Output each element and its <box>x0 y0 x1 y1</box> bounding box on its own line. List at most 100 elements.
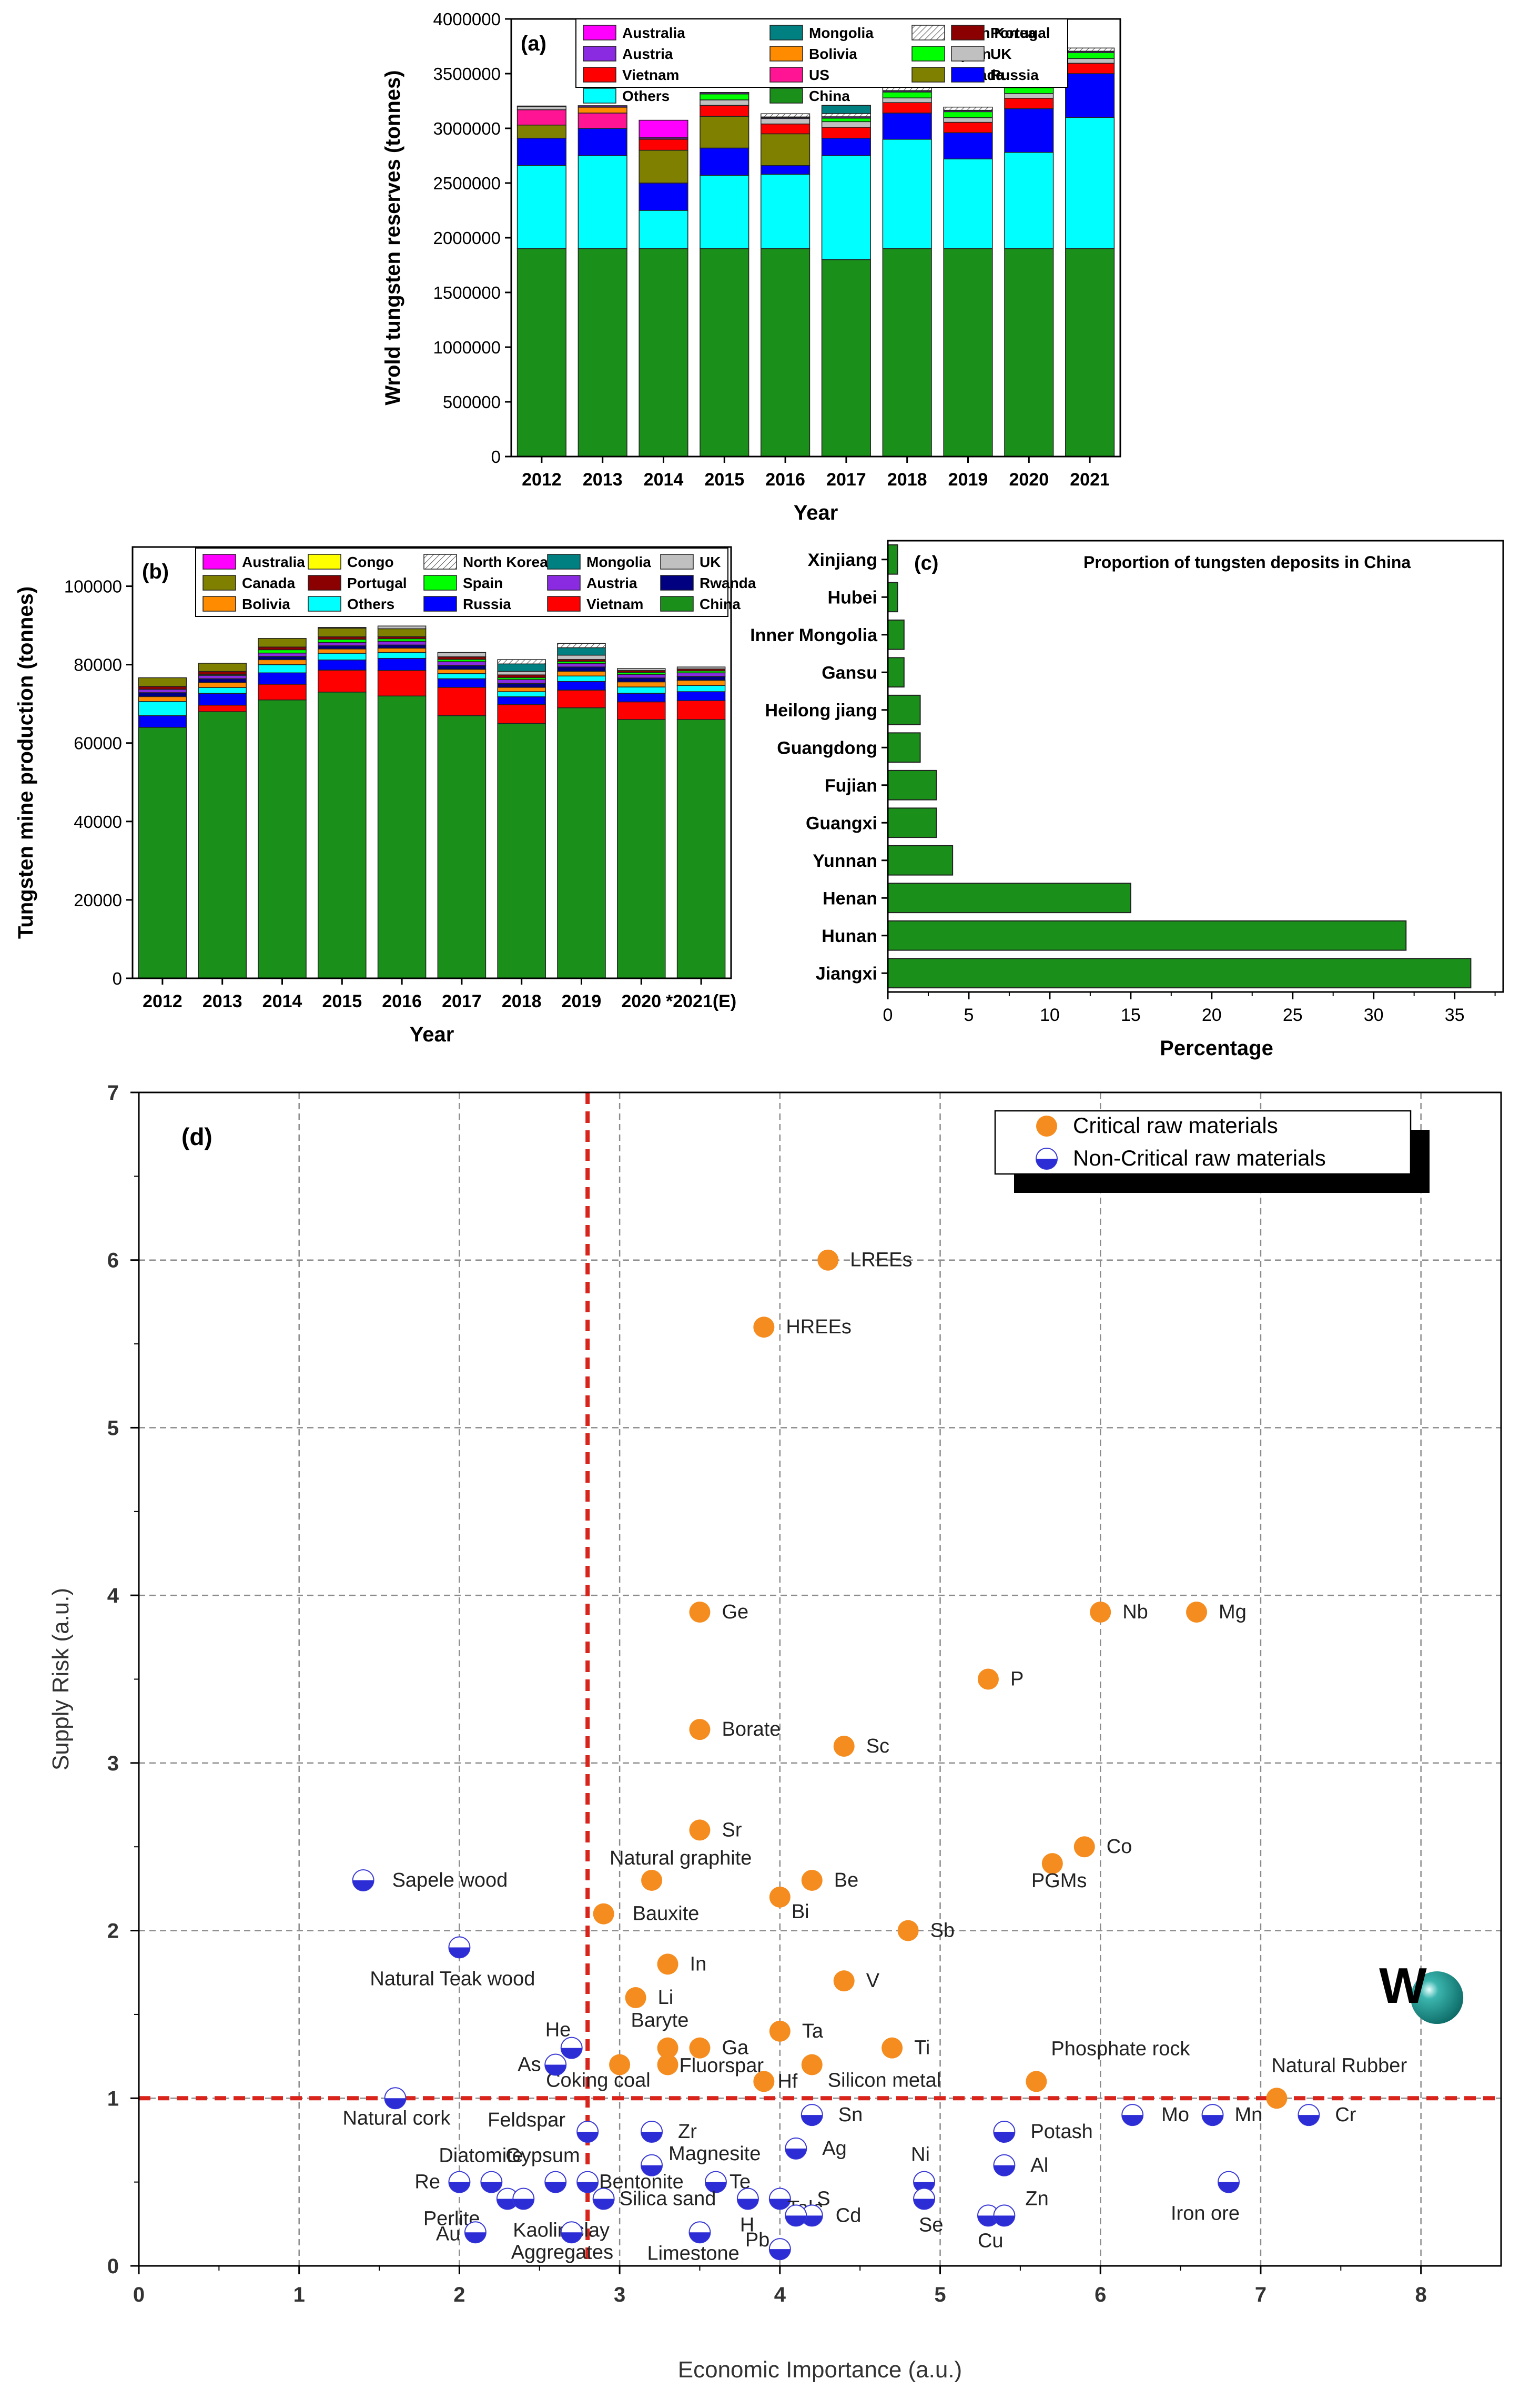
category-label-guangxi: Guangxi <box>806 813 877 833</box>
point-fill-s <box>785 2215 807 2226</box>
label-gypsum: Gypsum <box>505 2145 580 2167</box>
bar-canada-2014 <box>258 638 307 647</box>
bar-uk-2021-e <box>676 666 726 670</box>
label-p: P <box>1010 1668 1024 1690</box>
bar-portugal-2018 <box>497 674 546 678</box>
label-he: He <box>545 2019 571 2041</box>
y-tick-label: 0 <box>113 969 122 988</box>
category-label-hunan: Hunan <box>822 926 877 946</box>
bar-canada-2013 <box>198 663 247 672</box>
x-tick-label: 8 <box>1415 2283 1427 2306</box>
label-aggregates: Aggregates <box>511 2241 613 2263</box>
y-tick-label: 6 <box>107 1249 119 1272</box>
bar-north-korea-2019 <box>557 643 606 649</box>
label-natural-graphite: Natural graphite <box>610 1847 752 1869</box>
bar-others-2018 <box>882 139 932 249</box>
x-axis-label: Percentage <box>1160 1037 1273 1060</box>
point-fluorspar <box>657 2054 678 2075</box>
bar-others-2015 <box>700 175 749 249</box>
x-axis-label: Economic Importance (a.u.) <box>678 2357 962 2383</box>
label-be: Be <box>834 1869 858 1891</box>
bar-us-2012 <box>516 109 566 126</box>
point-silicon-metal <box>801 2054 823 2075</box>
bar-austria-2019 <box>557 663 606 667</box>
y-tick-label: 7 <box>107 1081 119 1105</box>
panel-d-criticality-chart: 0 1 2 3 4 5 6 7 8 0 1 2 3 4 5 6 7 Economic Importance (a.… <box>48 1081 1502 2383</box>
bar-vietnam-2013 <box>198 704 247 712</box>
legend-box <box>195 548 728 617</box>
point-pgms <box>1041 1853 1063 1875</box>
x-tick-label: 2020 <box>621 991 661 1011</box>
bar-vietnam-2021 <box>1065 63 1115 74</box>
legend-label-russia: Russia <box>463 596 511 612</box>
bar-uk-2020 <box>617 668 666 671</box>
legend-marker-critical <box>1036 1116 1057 1137</box>
x-tick-label: 30 <box>1364 1005 1384 1025</box>
label-limestone: Limestone <box>647 2242 739 2264</box>
panel-c-deposits-chart: Jiangxi Hunan Henan Yunnan Guangxi Fujian Guan… <box>750 540 1504 1060</box>
label-zn: Zn <box>1025 2188 1048 2210</box>
bar-bolivia-2021-e <box>676 680 726 686</box>
bar-portugal-2017 <box>437 656 487 660</box>
point-fill-natural-teak-wood <box>449 1947 470 1958</box>
legend-swatch-australia <box>583 25 616 40</box>
x-tick-label: 3 <box>614 2283 625 2306</box>
point-fill-feldspar <box>577 2132 599 2143</box>
bar-others-2012 <box>138 701 187 716</box>
point-ti <box>882 2037 903 2059</box>
bar-bolivia-2013 <box>198 682 247 688</box>
legend-swatch-china <box>660 596 694 612</box>
y-tick-label: 2 <box>107 1920 119 1943</box>
bar-austria-2015 <box>318 642 367 646</box>
label-pgms: PGMs <box>1031 1870 1087 1892</box>
bar-heilong-jiang <box>887 694 921 725</box>
point-bi <box>769 1886 791 1908</box>
label-in: In <box>690 1953 707 1975</box>
label-li: Li <box>658 1987 674 2009</box>
bar-uk-2012 <box>516 106 566 110</box>
x-tick-label: 1 <box>293 2283 305 2306</box>
x-tick-label: 15 <box>1121 1005 1141 1025</box>
y-tick-label: 80000 <box>74 655 122 675</box>
bar-rwanda-2013 <box>198 678 247 683</box>
label-sr: Sr <box>722 1819 742 1841</box>
bar-china-2018 <box>882 248 932 457</box>
bar-us-2013 <box>578 113 627 129</box>
bar-china-2015 <box>318 692 367 979</box>
bar-others-2021 <box>1065 117 1115 249</box>
y-tick-label: 1500000 <box>433 283 501 302</box>
legend-label-portugal: Portugal <box>347 575 407 591</box>
bar-gansu <box>887 657 905 688</box>
bar-others-2013 <box>198 687 247 694</box>
bar-vietnam-2017 <box>437 687 487 716</box>
bar-russia-2014 <box>258 672 307 685</box>
bar-bolivia-2012 <box>138 696 187 702</box>
point-baryte <box>657 2037 678 2059</box>
label-as: As <box>518 2054 541 2076</box>
legend-label-north-korea: North Korea <box>463 554 548 570</box>
point-borate <box>689 1719 711 1740</box>
legend-swatch-us <box>769 67 803 83</box>
bar-austria-2013 <box>198 675 247 680</box>
y-tick-label: 20000 <box>74 890 122 910</box>
y-axis-label: Supply Risk (a.u.) <box>48 1588 74 1770</box>
bar-china-2021-e <box>676 719 726 979</box>
label-ga: Ga <box>722 2037 749 2059</box>
legend-label-noncritical: Non-Critical raw materials <box>1073 1146 1326 1170</box>
bar-china-2018 <box>497 723 546 979</box>
point-fill-magnesite <box>641 2165 663 2176</box>
bar-china-2015 <box>700 248 749 457</box>
point-sb <box>897 1920 919 1941</box>
x-tick-label: 7 <box>1255 2283 1267 2306</box>
bar-mongolia-2018 <box>497 663 546 672</box>
bar-canada-2015 <box>700 116 749 149</box>
panel-label: (a) <box>521 32 546 55</box>
legend-swatch-bolivia <box>769 46 803 62</box>
bar-others-2021-e <box>676 685 726 692</box>
category-label-henan: Henan <box>823 888 877 908</box>
label-magnesite: Magnesite <box>668 2143 761 2165</box>
bar-austria-2012 <box>138 688 187 693</box>
category-label-guangdong: Guangdong <box>777 738 877 758</box>
label-iron-ore: Iron ore <box>1171 2203 1240 2225</box>
chart-title: Proportion of tungsten deposits in China <box>1083 553 1411 572</box>
